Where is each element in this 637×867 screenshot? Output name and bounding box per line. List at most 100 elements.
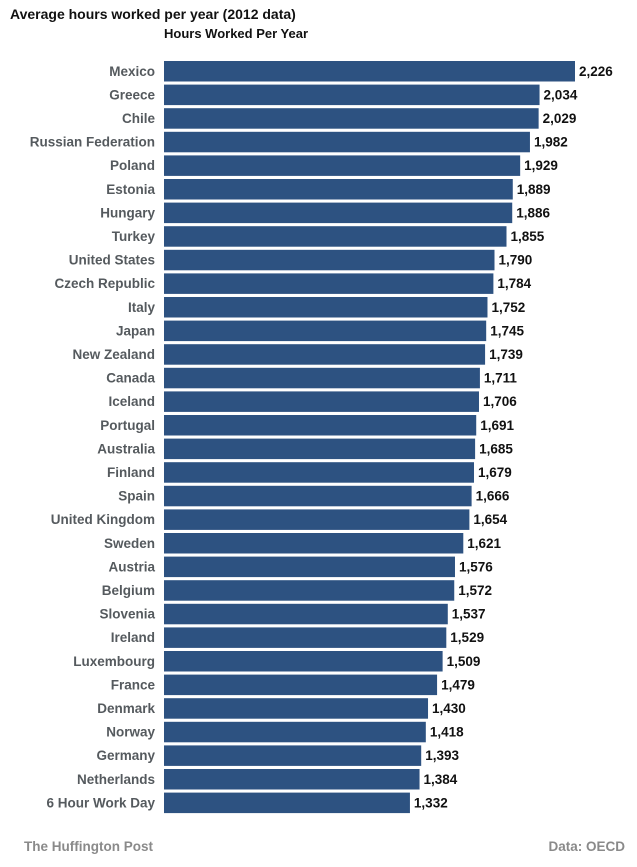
bar-31 — [164, 792, 410, 814]
bar-12 — [164, 344, 486, 365]
category-label-7: Turkey — [112, 229, 156, 244]
category-label-18: Spain — [118, 489, 155, 504]
bar-13 — [164, 367, 480, 389]
category-label-28: Norway — [106, 725, 155, 740]
category-label-2: Chile — [122, 111, 155, 126]
bar-26 — [164, 674, 438, 696]
value-label-25: 1,509 — [447, 654, 481, 669]
value-label-17: 1,679 — [478, 465, 512, 480]
chart-subtitle: Hours Worked Per Year — [164, 26, 309, 41]
value-label-16: 1,685 — [479, 441, 513, 456]
category-label-15: Portugal — [100, 418, 155, 433]
bar-23 — [164, 603, 448, 625]
value-label-24: 1,529 — [450, 630, 484, 645]
value-label-21: 1,576 — [459, 559, 493, 574]
category-label-25: Luxembourg — [73, 654, 155, 669]
category-label-24: Ireland — [111, 630, 155, 645]
bar-14 — [164, 391, 479, 412]
category-label-26: France — [111, 677, 156, 692]
category-label-10: Italy — [128, 300, 156, 315]
value-label-18: 1,666 — [476, 489, 510, 504]
value-label-4: 1,929 — [524, 158, 558, 173]
value-label-27: 1,430 — [432, 701, 466, 716]
value-label-29: 1,393 — [425, 748, 459, 763]
category-label-31: 6 Hour Work Day — [46, 795, 155, 810]
value-label-2: 2,029 — [543, 111, 577, 126]
bar-19 — [164, 509, 470, 530]
category-label-14: Iceland — [108, 394, 155, 409]
category-label-20: Sweden — [104, 536, 155, 551]
category-label-8: United States — [69, 253, 155, 268]
bar-10 — [164, 297, 488, 318]
category-label-23: Slovenia — [99, 607, 155, 622]
category-label-3: Russian Federation — [30, 135, 155, 150]
bar-28 — [164, 721, 426, 743]
value-label-15: 1,691 — [480, 418, 514, 433]
bar-9 — [164, 273, 494, 294]
bar-25 — [164, 651, 443, 672]
bar-5 — [164, 179, 513, 200]
bar-17 — [164, 462, 475, 483]
publisher-credit: The Huffington Post — [24, 839, 153, 854]
category-label-5: Estonia — [106, 182, 155, 197]
bar-18 — [164, 485, 472, 507]
value-label-23: 1,537 — [452, 607, 486, 622]
bar-27 — [164, 698, 429, 719]
value-label-11: 1,745 — [490, 323, 524, 338]
category-label-17: Finland — [107, 465, 155, 480]
value-label-7: 1,855 — [511, 229, 545, 244]
bar-15 — [164, 415, 477, 436]
bar-8 — [164, 249, 495, 271]
value-label-5: 1,889 — [517, 182, 551, 197]
value-label-9: 1,784 — [497, 276, 531, 291]
bar-chart: Mexico 2,226 Greece 2,034 Chile 2,029 Russian … — [30, 61, 613, 814]
category-label-12: New Zealand — [72, 347, 155, 362]
bar-6 — [164, 202, 513, 224]
value-label-6: 1,886 — [516, 205, 550, 220]
value-label-20: 1,621 — [467, 536, 501, 551]
bar-2 — [164, 108, 539, 129]
bar-0 — [164, 61, 575, 82]
category-label-21: Austria — [108, 559, 155, 574]
category-label-0: Mexico — [109, 64, 155, 79]
bar-4 — [164, 155, 521, 176]
bar-24 — [164, 627, 447, 648]
value-label-14: 1,706 — [483, 394, 517, 409]
value-label-28: 1,418 — [430, 725, 464, 740]
category-label-22: Belgium — [102, 583, 155, 598]
bar-29 — [164, 745, 422, 766]
value-label-1: 2,034 — [544, 87, 578, 102]
value-label-8: 1,790 — [498, 253, 532, 268]
category-label-6: Hungary — [100, 205, 155, 220]
value-label-31: 1,332 — [414, 795, 448, 810]
data-source: Data: OECD — [548, 839, 625, 854]
bar-20 — [164, 533, 464, 554]
category-label-11: Japan — [116, 323, 155, 338]
value-label-12: 1,739 — [489, 347, 523, 362]
chart-title: Average hours worked per year (2012 data… — [10, 6, 296, 22]
bar-7 — [164, 226, 507, 247]
bar-11 — [164, 320, 487, 342]
category-label-16: Australia — [97, 441, 155, 456]
bar-22 — [164, 580, 455, 601]
bar-16 — [164, 438, 476, 460]
value-label-26: 1,479 — [441, 677, 475, 692]
category-label-4: Poland — [110, 158, 155, 173]
category-label-1: Greece — [109, 87, 155, 102]
category-label-19: United Kingdom — [51, 512, 155, 527]
category-label-13: Canada — [106, 371, 155, 386]
bar-3 — [164, 131, 530, 153]
bar-1 — [164, 84, 540, 106]
category-label-9: Czech Republic — [54, 276, 155, 291]
value-label-13: 1,711 — [484, 371, 518, 386]
category-label-30: Netherlands — [77, 772, 155, 787]
value-label-10: 1,752 — [491, 300, 525, 315]
bar-21 — [164, 556, 455, 578]
category-label-29: Germany — [96, 748, 155, 763]
value-label-19: 1,654 — [473, 512, 507, 527]
value-label-22: 1,572 — [458, 583, 492, 598]
value-label-0: 2,226 — [579, 64, 613, 79]
value-label-30: 1,384 — [424, 772, 458, 787]
bar-30 — [164, 769, 420, 790]
category-label-27: Denmark — [97, 701, 155, 716]
